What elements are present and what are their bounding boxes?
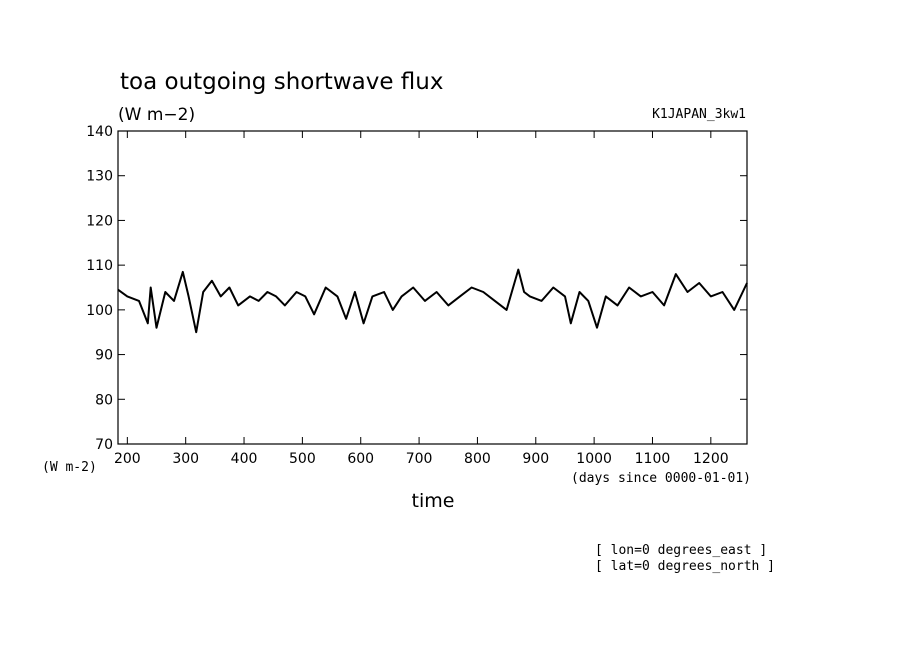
x-tick-label: 600 [347,451,374,467]
x-tick-label: 1200 [693,451,729,467]
x-tick-label: 1100 [635,451,671,467]
chart-units: (W m−2) [118,105,195,125]
chart-title: toa outgoing shortwave flux [120,69,443,95]
x-tick-label: 1000 [576,451,612,467]
x-tick-label: 900 [522,451,549,467]
y-tick-label: 130 [86,169,113,185]
series-line [117,268,748,334]
y-axis: 70 80 90 100 110 120 130 140 [86,124,747,453]
x-tick-label: 700 [406,451,433,467]
y-tick-label: 90 [95,348,113,364]
y-tick-label: 120 [86,213,113,229]
y-tick-label: 80 [95,392,113,408]
annotation-lon: [ lon=0 degrees_east ] [595,543,767,558]
y-tick-label: 100 [86,303,113,319]
x-tick-label: 400 [231,451,258,467]
plot-frame [117,130,748,445]
x-axis: 200 300 400 500 600 700 800 900 1000 1100 1200 [114,131,729,467]
y-tick-label: 70 [95,437,113,453]
x-tick-label: 800 [464,451,491,467]
annotation-lat: [ lat=0 degrees_north ] [595,559,775,574]
experiment-label: K1JAPAN_3kw1 [652,107,746,122]
y-axis-units: (W m-2) [42,460,97,475]
x-tick-label: 500 [289,451,316,467]
x-axis-label: time [412,490,455,512]
x-tick-label: 200 [114,451,141,467]
x-tick-label: 300 [172,451,199,467]
y-tick-label: 140 [86,124,113,140]
x-axis-units: (days since 0000-01-01) [571,471,751,486]
y-tick-label: 110 [86,258,113,274]
